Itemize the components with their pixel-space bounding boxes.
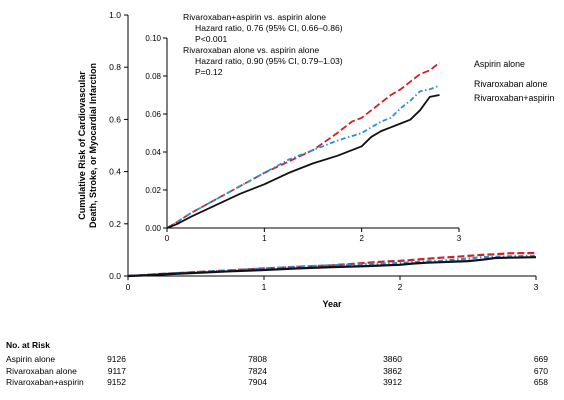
inset-x-tick-label: 2: [359, 234, 364, 243]
risk-row-label: Rivaroxaban alone: [6, 365, 77, 376]
risk-row-label: Rivaroxaban+aspirin: [6, 377, 84, 387]
series-label-1: Aspirin alone: [474, 59, 525, 69]
y-tick-label: 0.8: [109, 62, 121, 72]
risk-count-cell: 9126: [107, 354, 126, 364]
risk-count-cell: 7824: [248, 365, 267, 376]
inset-y-tick-label: 0.10: [145, 34, 161, 43]
annotation-line-4: Rivaroxaban alone vs. aspirin alone: [183, 45, 319, 55]
x-tick-label: 2: [398, 282, 403, 292]
inset-annotations: Rivaroxaban+aspirin vs. aspirin aloneHaz…: [183, 12, 343, 77]
x-tick-label: 1: [262, 282, 267, 292]
risk-count-cell: 670: [533, 365, 548, 376]
y-tick-label: 0.0: [109, 271, 121, 281]
inset-y-tick-label: 0.02: [145, 186, 161, 195]
risk-table-row: Rivaroxaban alone 9117 7824 3862 670: [6, 366, 558, 377]
main-series-line-2: [127, 254, 537, 278]
inset-y-tick-label: 0.06: [145, 110, 161, 119]
risk-count-cell: 3862: [383, 365, 402, 376]
risk-count-cell: 9117: [107, 365, 126, 376]
y-tick-label: 0.6: [109, 114, 121, 124]
y-axis-label: Cumulative Risk of Cardiovascular Death, …: [77, 63, 98, 228]
risk-count-cell: 7808: [248, 354, 267, 364]
annotation-line-6: P=0.12: [195, 67, 223, 77]
annotation-line-1: Rivaroxaban+aspirin vs. aspirin alone: [183, 12, 326, 22]
inset-line-labels: Aspirin alone Rivaroxaban alone Rivaroxaba…: [474, 59, 555, 103]
inset-plot: 0.00 0.02 0.04 0.06 0.08 0.10 0 1 2 3: [145, 34, 461, 243]
x-axis-label: Year: [322, 299, 342, 309]
risk-count-cell: 669: [533, 354, 548, 364]
x-tick-label: 3: [534, 282, 539, 292]
annotation-line-3: P<0.001: [195, 34, 227, 44]
series-label-3: Rivaroxaban+aspirin: [474, 93, 555, 103]
inset-series-line-2: [166, 84, 440, 229]
y-tick-label: 0.2: [109, 219, 121, 229]
inset-y-tick-label: 0.00: [145, 224, 161, 233]
risk-table-row: Rivaroxaban+aspirin 9152 7904 3912 658: [6, 377, 558, 388]
main-plot: 0.0 0.2 0.4 0.6 0.8 1.0 0 1 2 3 Year Cumulative Ris…: [77, 10, 539, 309]
risk-count-cell: 3912: [383, 377, 402, 387]
annotation-line-2: Hazard ratio, 0.76 (95% CI, 0.66–0.86): [195, 23, 343, 33]
risk-count-cell: 7904: [248, 377, 267, 387]
inset-y-tick-label: 0.04: [145, 148, 161, 157]
inset-y-tick-label: 0.08: [145, 72, 161, 81]
inset-background: [167, 38, 459, 228]
inset-series-line-3: [166, 94, 440, 229]
inset-x-tick-label: 3: [457, 234, 462, 243]
series-label-2: Rivaroxaban alone: [474, 79, 547, 89]
risk-row-label: Aspirin alone: [6, 354, 56, 364]
y-tick-label: 1.0: [109, 10, 121, 20]
risk-table-title: No. at Risk: [6, 340, 50, 350]
y-axis-label-line2: Death, Stroke, or Myocardial Infarction: [88, 63, 98, 228]
inset-x-tick-label: 0: [165, 234, 170, 243]
main-series-line-3: [127, 256, 537, 278]
risk-count-cell: 3860: [383, 354, 402, 364]
risk-count-cell: 658: [533, 377, 548, 387]
y-tick-label: 0.4: [109, 167, 121, 177]
risk-count-cell: 9152: [107, 377, 126, 387]
inset-x-tick-label: 1: [262, 234, 267, 243]
x-tick-label: 0: [126, 282, 131, 292]
y-axis-label-line1: Cumulative Risk of Cardiovascular: [77, 71, 87, 220]
annotation-line-5: Hazard ratio, 0.90 (95% CI, 0.79–1.03): [195, 56, 343, 66]
inset-series-line-1: [166, 61, 441, 229]
risk-table-row: Aspirin alone 9126 7808 3860 669: [6, 354, 558, 365]
